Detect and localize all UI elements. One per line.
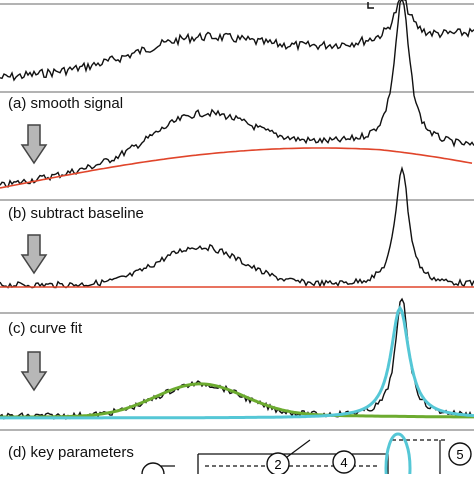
down-arrow-icon (20, 234, 48, 275)
callout-5: 5 (456, 447, 463, 462)
panel-b-label: (b) subtract baseline (8, 205, 144, 222)
down-arrow-icon (20, 124, 48, 165)
raw-signal-marker (367, 2, 374, 9)
broad-peak-fit (0, 382, 474, 419)
key-parameters-diagram: 2 4 5 (141, 432, 472, 479)
panel-a-label: (a) smooth signal (8, 95, 124, 112)
panel-d-label: (d) key parameters (8, 444, 134, 461)
callout-4: 4 (340, 455, 347, 470)
panel-c-label: (c) curve fit (8, 320, 83, 337)
callout-2: 2 (274, 457, 281, 472)
raw-signal-trace (0, 0, 474, 82)
down-arrow-icon (20, 351, 48, 392)
sharp-peak-fit (0, 304, 474, 420)
baseline-curve (0, 147, 473, 189)
smoothed-signal-trace (0, 0, 474, 188)
baseline-subtracted-trace (0, 165, 474, 289)
